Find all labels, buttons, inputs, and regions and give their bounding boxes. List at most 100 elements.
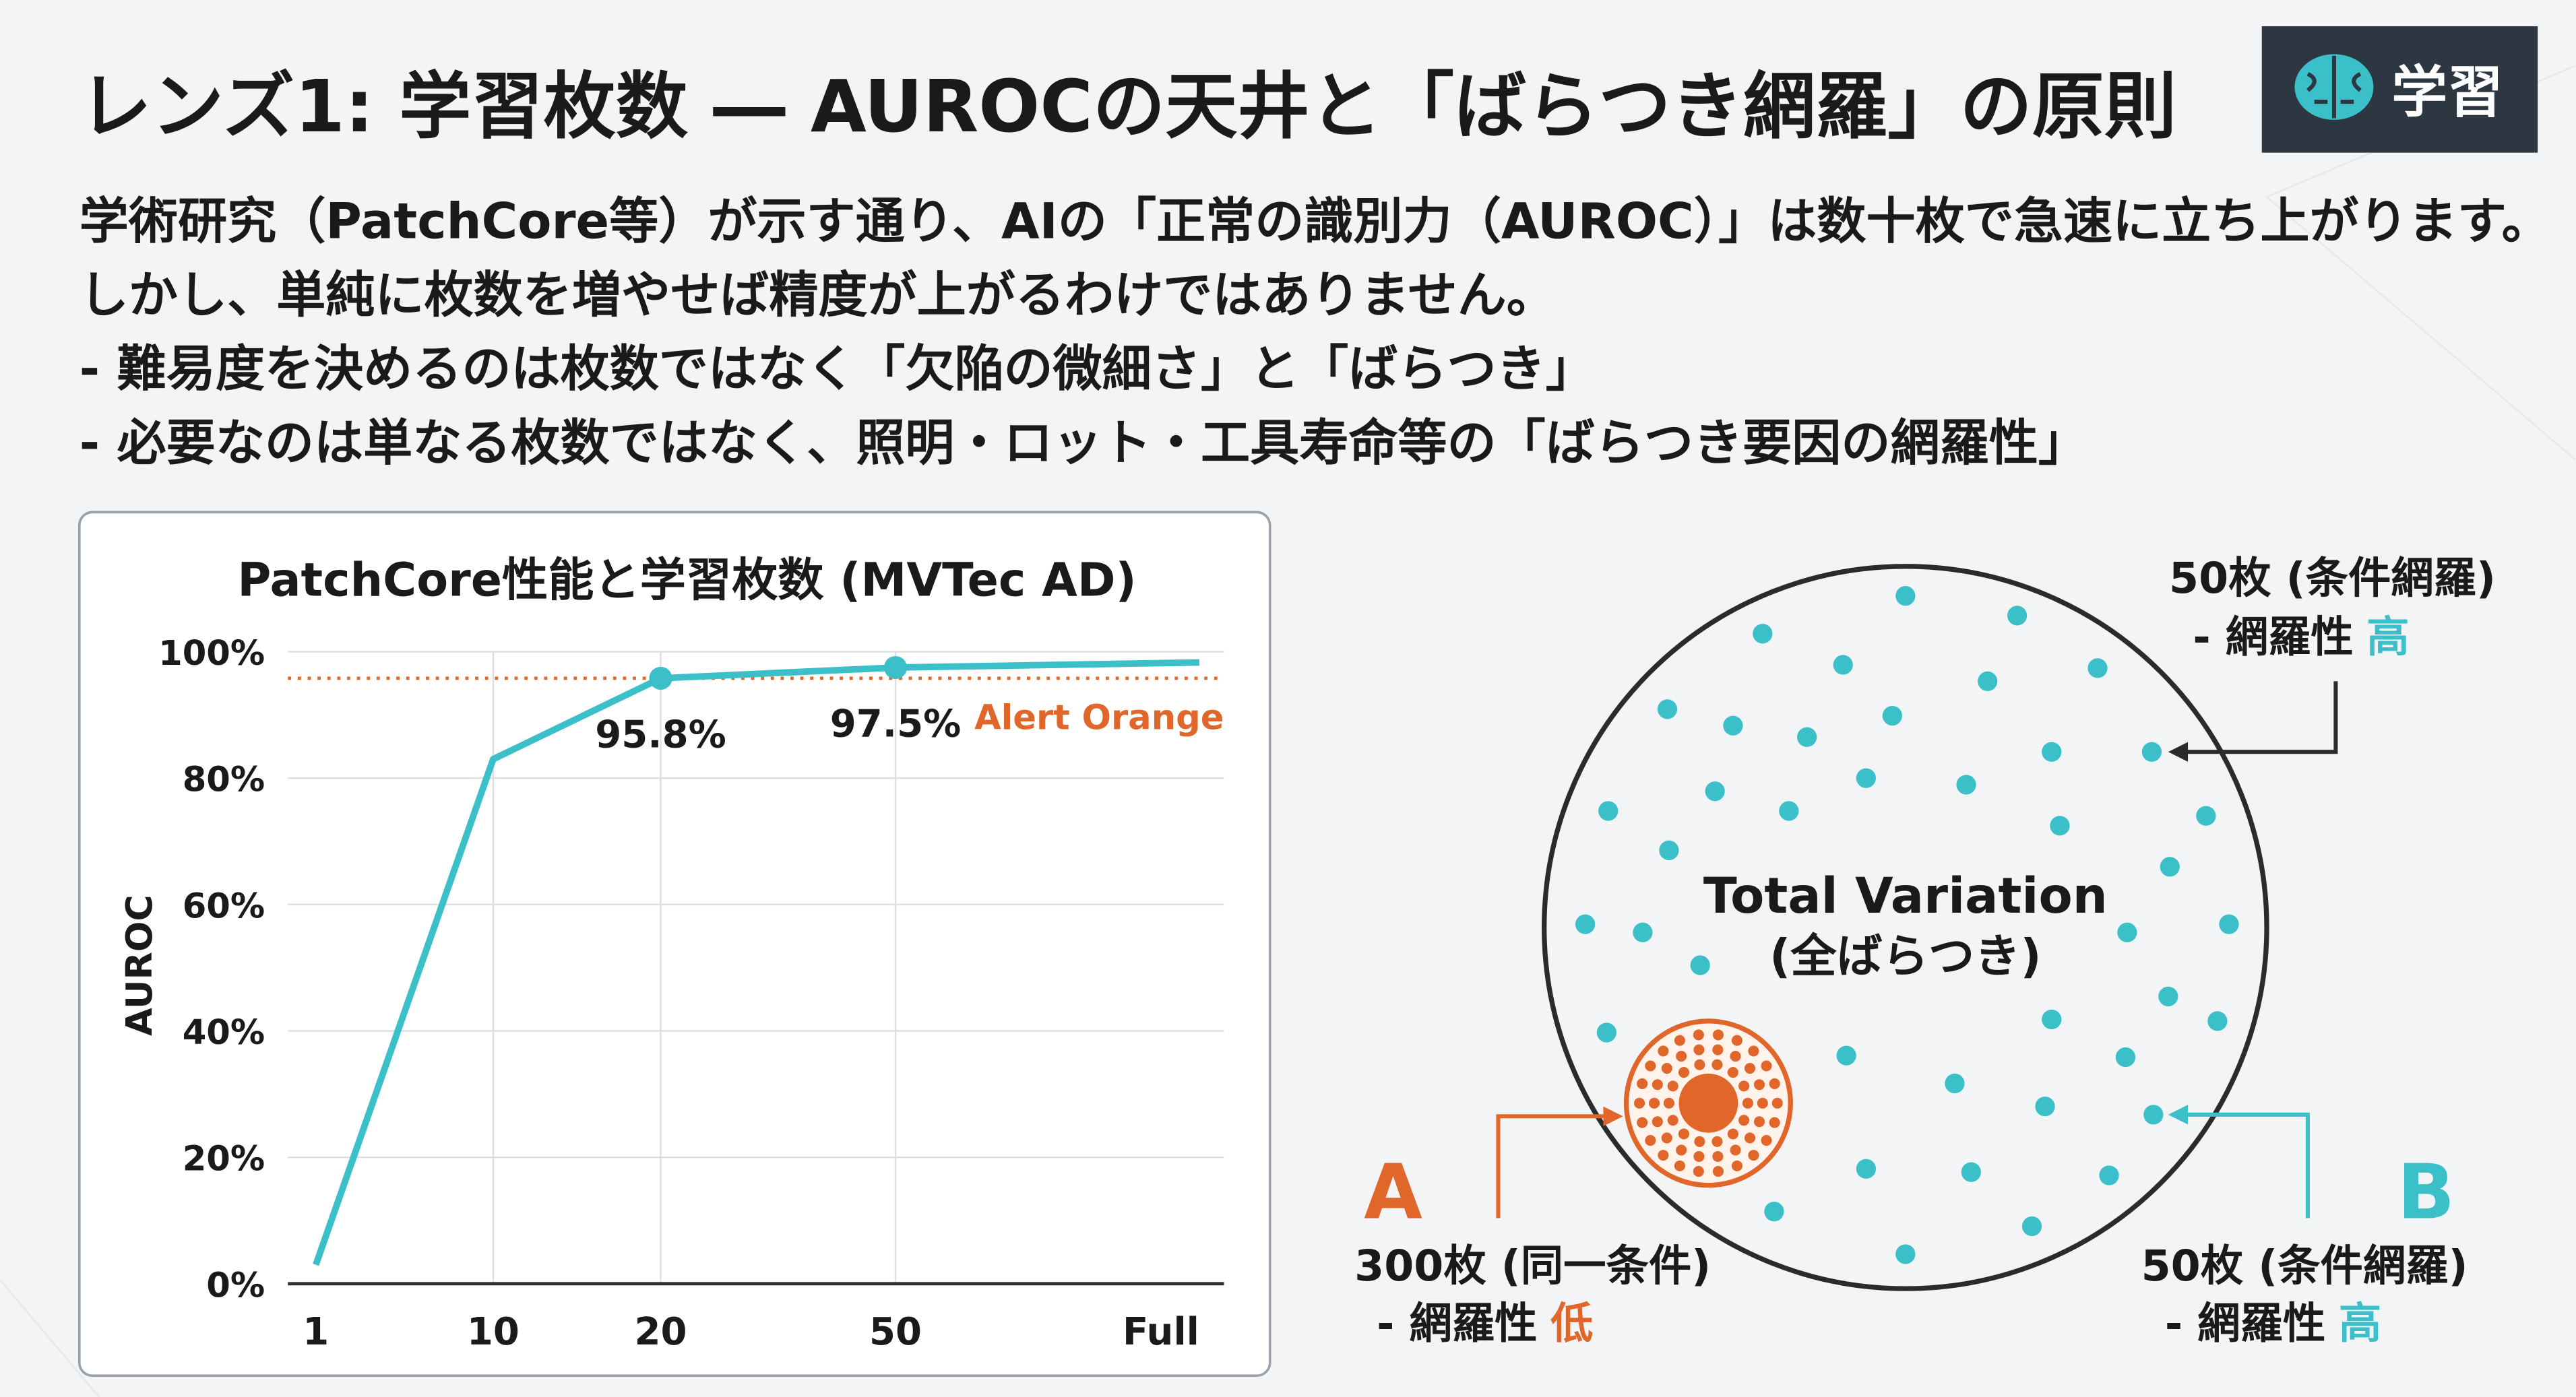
coverage-text: - 網羅性 xyxy=(1377,1298,1537,1348)
dot xyxy=(2087,658,2108,678)
sample-dots xyxy=(1575,586,2239,1264)
cluster-dot xyxy=(1663,1097,1674,1109)
y-tick-label: 80% xyxy=(183,760,265,800)
point xyxy=(883,655,908,680)
body-line: しかし、単純に枚数を増やせば精度が上がるわけではありません。 xyxy=(80,267,1556,324)
dot xyxy=(1659,840,1679,861)
diagram: Total Variation (全ばらつき) 50枚 (条件網羅) - 網羅性… xyxy=(1354,553,2496,1348)
cluster-dot xyxy=(1731,1035,1742,1046)
dot xyxy=(2115,1047,2136,1068)
coverage-text: - 網羅性 xyxy=(2193,612,2353,662)
y-axis-label: AUROC xyxy=(118,895,160,1036)
coverage-level: 高 xyxy=(2339,1298,2381,1348)
body-line: 学術研究（PatchCore等）が示す通り、AIの「正常の識別力（AUROC）」… xyxy=(80,193,2551,250)
cluster-dot xyxy=(1769,1078,1780,1089)
cluster-dot xyxy=(1661,1063,1672,1074)
cluster-dot xyxy=(1652,1116,1663,1128)
cluster-dot xyxy=(1731,1160,1742,1171)
cluster-dot xyxy=(1748,1045,1759,1057)
cluster-dot xyxy=(1712,1029,1724,1041)
top-right-coverage: - 網羅性高 xyxy=(2193,612,2409,662)
cluster-dot xyxy=(1712,1150,1724,1162)
dot xyxy=(1753,624,1773,644)
cluster-dot xyxy=(1748,1150,1759,1161)
cluster-dot xyxy=(1693,1150,1705,1162)
coverage-level: 高 xyxy=(2366,612,2409,662)
cluster-dot xyxy=(1674,1035,1685,1046)
dot xyxy=(2143,1105,2164,1125)
x-tick-label: 1 xyxy=(303,1310,329,1354)
chart: 0% 20% 40% 60% 80% 100% Alert Orange 95.8% 97.5%… xyxy=(158,634,1224,1354)
cluster-dot xyxy=(1744,1132,1756,1144)
dot xyxy=(1836,1045,1856,1066)
dot xyxy=(2042,742,2062,762)
dot xyxy=(2050,816,2070,836)
cluster-dot xyxy=(1694,1059,1705,1070)
value-label: 95.8% xyxy=(595,713,726,756)
chart-title: PatchCore性能と学習枚数 (MVTec AD) xyxy=(237,554,1136,608)
b-count: 50枚 (条件網羅) xyxy=(2141,1241,2468,1291)
x-tick-label: 10 xyxy=(467,1310,520,1354)
cluster-dots xyxy=(1634,1029,1783,1177)
x-tick-label: 50 xyxy=(869,1310,922,1354)
cluster-dot xyxy=(1753,1116,1765,1128)
coverage-level: 低 xyxy=(1550,1298,1593,1348)
cluster-dot xyxy=(1761,1060,1772,1072)
cluster-dot xyxy=(1648,1097,1660,1109)
dot xyxy=(1978,671,1998,692)
cluster-dot xyxy=(1667,1115,1678,1126)
dot xyxy=(2042,1009,2062,1030)
cluster-dot xyxy=(1730,1051,1741,1062)
cluster-dot xyxy=(1693,1029,1704,1041)
cluster-dot xyxy=(1678,1128,1689,1140)
cluster-dot xyxy=(1757,1097,1768,1109)
top-right-count: 50枚 (条件網羅) xyxy=(2169,553,2496,603)
dot xyxy=(2021,1216,2042,1237)
cluster-dot xyxy=(1637,1117,1648,1128)
y-tick-label: 60% xyxy=(183,886,265,926)
cluster-dot xyxy=(1652,1079,1663,1091)
cluster-dot xyxy=(1761,1135,1772,1146)
dot xyxy=(1633,922,1653,942)
slide-title: レンズ1: 学習枚数 ― AUROCの天井と「ばらつき網羅」の原則 xyxy=(80,65,2177,149)
badge-label: 学習 xyxy=(2391,60,2503,125)
label-b: B xyxy=(2397,1148,2455,1236)
body-line: - 難易度を決めるのは枚数ではなく「欠陥の微細さ」と「ばらつき」 xyxy=(80,341,1595,398)
cluster-dot xyxy=(1738,1080,1750,1092)
dot xyxy=(1598,801,1619,821)
dot xyxy=(1596,1022,1616,1043)
dot xyxy=(1575,914,1596,934)
cluster-dot xyxy=(1711,1136,1723,1147)
cluster-dot xyxy=(1674,1160,1685,1171)
center-title: Total Variation xyxy=(1703,868,2108,925)
dot xyxy=(1764,1201,1784,1222)
dot xyxy=(1882,705,1902,726)
cluster-dot xyxy=(1694,1136,1705,1147)
label-a: A xyxy=(1364,1148,1422,1236)
dot xyxy=(1945,1073,1965,1094)
x-tick-label: Full xyxy=(1123,1310,1199,1354)
a-coverage: - 網羅性低 xyxy=(1377,1298,1593,1348)
cluster-dot xyxy=(1634,1097,1645,1109)
cluster-dot xyxy=(1658,1150,1669,1161)
dot xyxy=(1723,715,1743,736)
cluster-dot xyxy=(1658,1045,1669,1057)
a-count: 300枚 (同一条件) xyxy=(1354,1241,1711,1291)
coverage-text: - 網羅性 xyxy=(2165,1298,2325,1348)
dot xyxy=(1833,655,1853,675)
body-line: - 必要なのは単なる枚数ではなく、照明・ロット・工具寿命等の「ばらつき要因の網羅… xyxy=(80,414,2087,472)
cluster-dot xyxy=(1645,1060,1656,1072)
dot xyxy=(1705,781,1725,802)
y-tick-label: 40% xyxy=(183,1013,265,1053)
dot xyxy=(1779,801,1799,821)
cluster-dot xyxy=(1676,1144,1687,1156)
cluster-dot xyxy=(1693,1044,1705,1055)
cluster-dot xyxy=(1711,1059,1723,1070)
dot xyxy=(1856,1159,1876,1179)
b-coverage: - 網羅性高 xyxy=(2165,1298,2381,1348)
y-tick-label: 20% xyxy=(183,1140,265,1179)
center-subtitle: (全ばらつき) xyxy=(1769,930,2041,983)
cluster-dot xyxy=(1678,1066,1689,1078)
